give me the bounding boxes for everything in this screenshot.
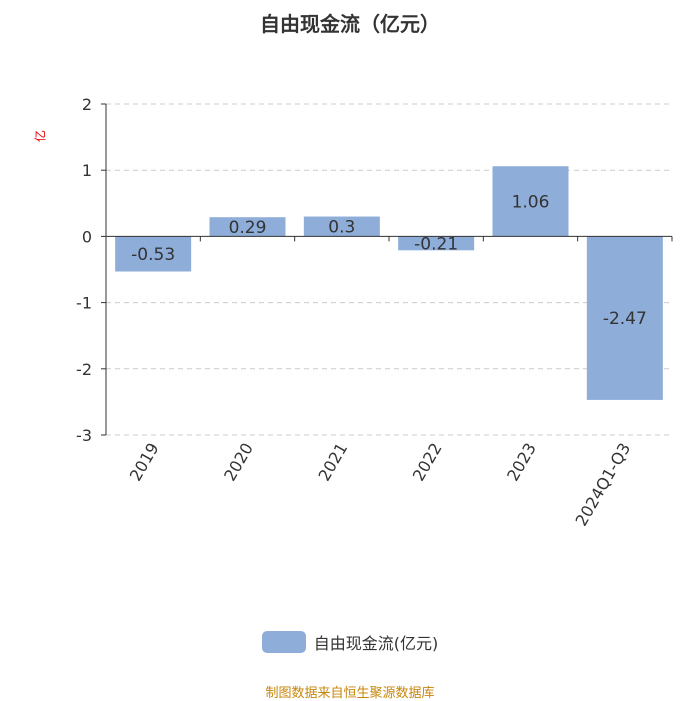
x-tick-label: 2024Q1-Q3: [572, 440, 635, 530]
bars: [115, 166, 663, 400]
gridlines: [106, 103, 672, 436]
legend-label: 自由现金流(亿元): [313, 634, 439, 653]
x-tick-label: 2020: [220, 440, 257, 485]
y-tick-label: 0: [82, 227, 92, 246]
data-label: -0.21: [414, 234, 458, 254]
data-label: -2.47: [603, 309, 647, 329]
x-tick-label: 2022: [409, 440, 446, 485]
data-labels: -0.53 0.29 0.3 -0.21 1.06 -2.47: [131, 192, 647, 329]
y-tick-label: 1: [82, 161, 92, 180]
y-tick-label: -2: [76, 360, 92, 379]
x-tick-label: 2021: [314, 440, 351, 485]
data-label: 0.29: [229, 218, 267, 238]
bar-2019: [115, 236, 192, 272]
legend-swatch: [261, 631, 306, 653]
data-label: 0.3: [328, 217, 355, 237]
data-label: -0.53: [131, 245, 175, 265]
x-tick-label: 2023: [503, 440, 540, 485]
y-tick-label: -3: [76, 426, 92, 445]
x-tick-label: 2019: [126, 440, 163, 485]
bar-2020: [209, 217, 286, 237]
bar-chart: 2 1 0 -1 -2 -3 2019 2020 2021 2022 2023 2024Q1-Q3 -…: [76, 95, 673, 530]
legend: 自由现金流(亿元): [0, 630, 700, 654]
data-label: 1.06: [512, 192, 550, 212]
y-tick-label: -1: [76, 294, 92, 313]
axes: 2 1 0 -1 -2 -3 2019 2020 2021 2022 2023 2024Q1-Q3: [76, 95, 673, 530]
bar-2024Q1-Q3: [586, 236, 663, 400]
bar-2023: [492, 166, 569, 237]
chart-title: 自由现金流（亿元）: [260, 12, 440, 36]
source-note: 制图数据来自恒生聚源数据库: [265, 686, 435, 701]
y-tick-label: 2: [82, 95, 92, 114]
bar-2021: [303, 216, 380, 237]
bar-2022: [398, 236, 475, 251]
